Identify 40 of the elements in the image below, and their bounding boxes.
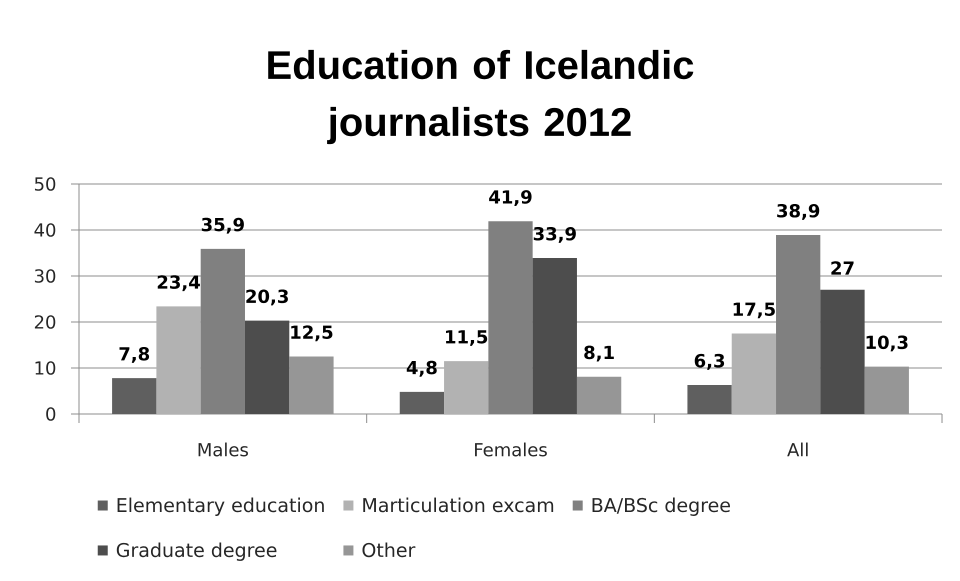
bar xyxy=(576,376,622,414)
data-label: 4,8 xyxy=(406,360,437,377)
data-label: 11,5 xyxy=(446,330,488,346)
x-tick-label: All xyxy=(787,442,808,456)
bar xyxy=(444,361,488,414)
data-label: 17,5 xyxy=(734,302,775,318)
y-tick-label: 10 xyxy=(36,361,56,375)
bar xyxy=(687,385,732,414)
y-tick-label: 20 xyxy=(34,315,56,329)
x-tick-label: Males xyxy=(198,442,248,456)
data-label: 35,9 xyxy=(202,218,244,234)
data-label: 7,8 xyxy=(120,347,150,363)
bar xyxy=(112,378,156,414)
x-tick-label: Females xyxy=(475,442,547,456)
legend-label: Graduate degree xyxy=(116,542,276,561)
chart-title: Education of Icelandic journalists 2012 xyxy=(268,50,694,144)
data-label: 6,3 xyxy=(694,354,724,370)
data-label: 41,9 xyxy=(489,190,532,206)
data-label: 38,9 xyxy=(777,204,820,220)
y-tick-label: 50 xyxy=(34,177,56,191)
y-tick-label: 40 xyxy=(34,223,56,237)
y-tick-label: 30 xyxy=(34,269,56,283)
bar xyxy=(400,392,444,414)
data-label: 12,5 xyxy=(291,325,332,342)
legend-label: BA/BSc degree xyxy=(592,498,730,516)
bar xyxy=(244,320,290,414)
bar xyxy=(820,290,865,414)
data-label: 8,1 xyxy=(584,346,614,362)
data-label: 10,3 xyxy=(866,336,908,352)
data-label: 23,4 xyxy=(158,275,200,292)
data-label: 33,9 xyxy=(534,226,576,243)
data-label: 27 xyxy=(831,261,854,275)
bar xyxy=(732,334,776,414)
bar xyxy=(532,258,577,414)
legend-label: Elementary education xyxy=(118,498,324,516)
data-label: 20,3 xyxy=(246,290,288,306)
legend-label: Marticulation excam xyxy=(363,498,554,512)
y-tick-label: 0 xyxy=(46,407,56,421)
legend-label: Other xyxy=(362,542,416,558)
bar xyxy=(156,306,201,414)
